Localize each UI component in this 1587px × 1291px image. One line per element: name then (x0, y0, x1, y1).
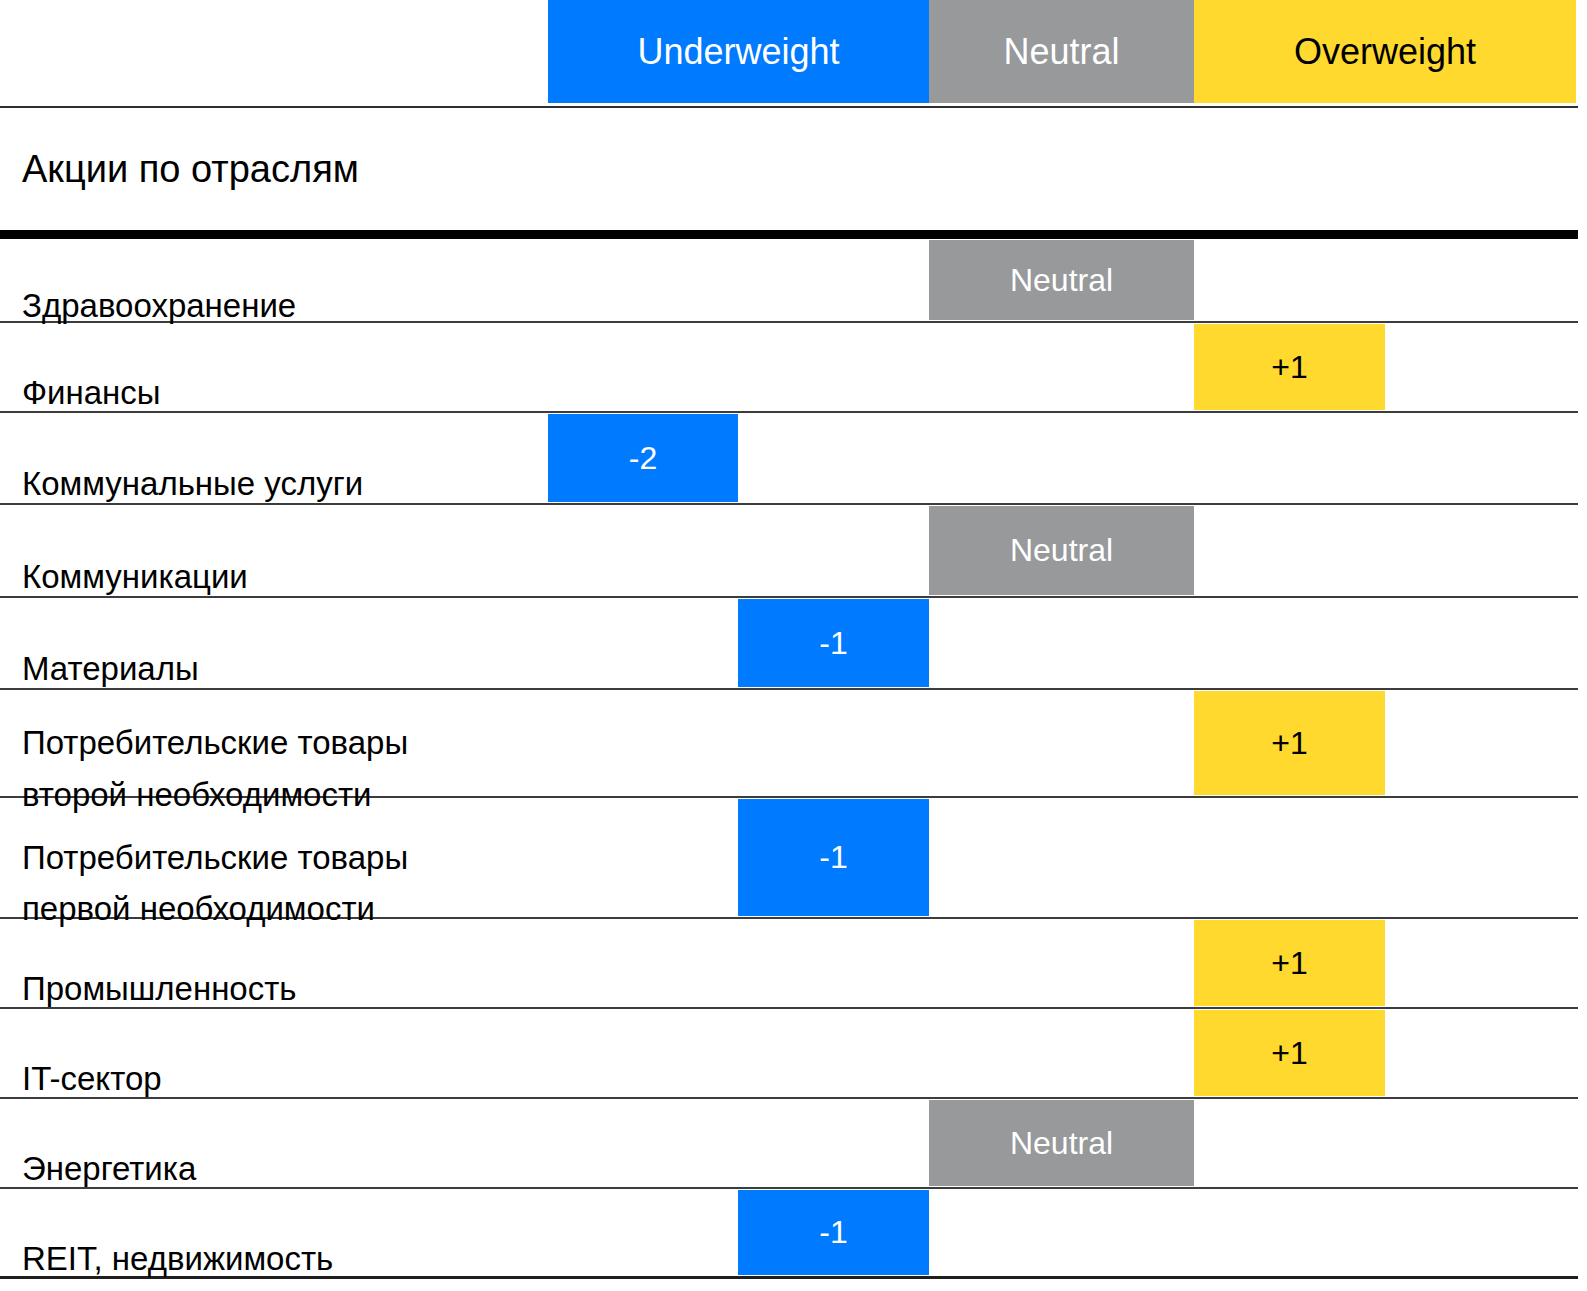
title-area: Акции по отраслям (0, 108, 1578, 230)
table-row: Финансы +1 (0, 323, 1578, 413)
rating-value: Neutral (1010, 532, 1113, 569)
rating-box: Neutral (929, 240, 1194, 320)
table-row: Потребительские товары первой необходимо… (0, 798, 1578, 919)
legend-neutral: Neutral (929, 0, 1194, 103)
table-row: Здравоохранение Neutral (0, 239, 1578, 323)
rating-box: -1 (738, 799, 929, 916)
sector-label: REIT, недвижимость (0, 1181, 333, 1283)
legend-underweight: Underweight (548, 0, 929, 103)
rating-value: +1 (1271, 945, 1307, 982)
rating-value: -2 (629, 440, 657, 477)
table-row: Энергетика Neutral (0, 1099, 1578, 1189)
table-row: Коммуникации Neutral (0, 505, 1578, 598)
rating-value: -1 (819, 839, 847, 876)
table-row: Коммунальные услуги -2 (0, 413, 1578, 505)
rating-box: Neutral (929, 1100, 1194, 1186)
rating-value: -1 (819, 1214, 847, 1251)
rating-box: Neutral (929, 506, 1194, 595)
rating-value: Neutral (1010, 1125, 1113, 1162)
rating-box: +1 (1194, 324, 1385, 410)
rating-value: Neutral (1010, 262, 1113, 299)
table-row: IT-сектор +1 (0, 1009, 1578, 1099)
sector-label: Коммуникации (0, 499, 248, 601)
rating-value: +1 (1271, 1035, 1307, 1072)
rating-box: -1 (738, 599, 929, 687)
table-row: REIT, недвижимость -1 (0, 1189, 1578, 1279)
sector-table: Здравоохранение Neutral Финансы +1 Комму… (0, 239, 1578, 1279)
sector-label: Промышленность (0, 912, 297, 1014)
sector-label: Энергетика (0, 1092, 196, 1194)
sector-label: Коммунальные услуги (0, 407, 363, 509)
legend-overweight-label: Overweight (1294, 31, 1476, 73)
rating-value: +1 (1271, 725, 1307, 762)
legend-header: Underweight Neutral Overweight (0, 0, 1578, 103)
rating-value: -1 (819, 625, 847, 662)
rating-value: +1 (1271, 349, 1307, 386)
legend-overweight: Overweight (1194, 0, 1576, 103)
page-title: Акции по отраслям (22, 148, 359, 191)
rating-box: -1 (738, 1190, 929, 1275)
sector-label: IT-сектор (0, 1002, 162, 1104)
sector-label: Финансы (0, 316, 161, 418)
rating-box: -2 (548, 414, 738, 502)
rating-box: +1 (1194, 920, 1385, 1006)
table-row: Промышленность +1 (0, 919, 1578, 1009)
sector-ratings-chart: Underweight Neutral Overweight Акции по … (0, 0, 1578, 1279)
rating-box: +1 (1194, 691, 1385, 795)
legend-underweight-label: Underweight (637, 31, 839, 73)
rating-box: +1 (1194, 1010, 1385, 1096)
legend-neutral-label: Neutral (1003, 31, 1119, 73)
